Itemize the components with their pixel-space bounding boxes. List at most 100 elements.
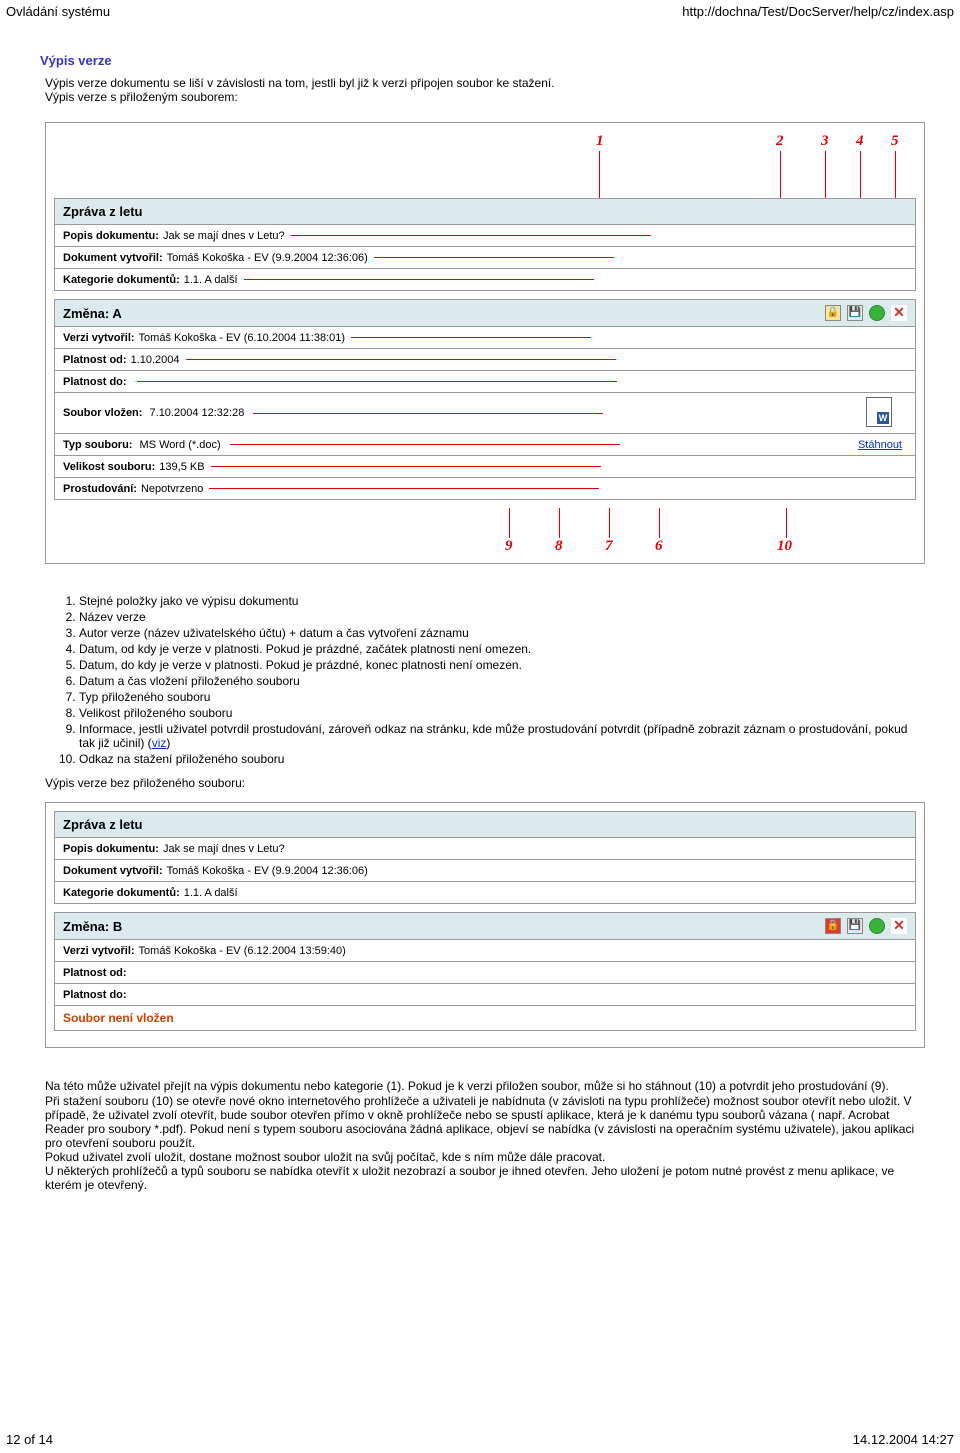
callout-number: 6 <box>655 538 663 555</box>
row-label: Dokument vytvořil: <box>63 865 163 877</box>
doc-card: Zpráva z letu Popis dokumentu: Jak se ma… <box>54 811 916 904</box>
download-block: W <box>866 397 892 429</box>
between-text: Výpis verze bez přiloženého souboru: <box>45 776 925 790</box>
doc-title-text: Zpráva z letu <box>63 204 142 219</box>
callout-hline <box>137 381 617 382</box>
row-value: Tomáš Kokoška - EV (9.9.2004 12:36:06) <box>167 252 368 264</box>
delete-icon[interactable]: ✕ <box>891 305 907 321</box>
content: Výpis verze Výpis verze dokumentu se liš… <box>0 23 960 1202</box>
callout-hline <box>374 257 614 258</box>
row-value: Tomáš Kokoška - EV (9.9.2004 12:36:06) <box>167 865 368 877</box>
row-label: Platnost od: <box>63 967 127 979</box>
callout-number: 5 <box>891 133 899 150</box>
delete-icon[interactable]: ✕ <box>891 918 907 934</box>
doc-row: Kategorie dokumentů: 1.1. A další <box>55 881 915 903</box>
callout-hline <box>351 337 591 338</box>
ver-row: Platnost od: <box>55 961 915 983</box>
row-label: Popis dokumentu: <box>63 843 159 855</box>
legend-item: Autor verze (název uživatelského účtu) +… <box>79 626 925 640</box>
legend-item: Odkaz na stažení přiloženého souboru <box>79 752 925 766</box>
row-label: Platnost od: <box>63 354 127 366</box>
diagram-without-file: Zpráva z letu Popis dokumentu: Jak se ma… <box>45 802 925 1048</box>
callout-number: 10 <box>777 538 792 555</box>
lock-icon[interactable]: 🔒 <box>825 305 841 321</box>
doc-row: Dokument vytvořil: Tomáš Kokoška - EV (9… <box>55 859 915 881</box>
row-value: Jak se mají dnes v Letu? <box>163 230 285 242</box>
doc-card: Zpráva z letu Popis dokumentu: Jak se ma… <box>54 198 916 291</box>
page-footer: 12 of 14 14.12.2004 14:27 <box>0 1382 960 1453</box>
row-label: Platnost do: <box>63 989 127 1001</box>
row-value: 1.10.2004 <box>131 354 180 366</box>
row-label: Typ souboru: <box>63 439 132 451</box>
intro-block: Výpis verze dokumentu se liší v závislos… <box>45 76 925 104</box>
ver-row: Platnost do: <box>55 983 915 1005</box>
version-title: Změna: B <box>63 919 122 934</box>
ver-row: Typ souboru: MS Word (*.doc) Stáhnout <box>55 433 915 455</box>
callout-hline <box>253 413 603 414</box>
callouts-bottom: 9 8 7 6 10 <box>46 508 924 563</box>
doc-row: Dokument vytvořil: Tomáš Kokoška - EV (9… <box>55 246 915 268</box>
version-icons: 🔒 💾 ✕ <box>825 305 907 321</box>
callout-hline <box>291 235 651 236</box>
callout-line <box>659 508 660 538</box>
intro-line: Výpis verze s přiloženým souborem: <box>45 90 925 104</box>
row-value: Nepotvrzeno <box>141 483 203 495</box>
legend-item: Datum, od kdy je verze v platnosti. Poku… <box>79 642 925 656</box>
legend-item: Typ přiloženého souboru <box>79 690 925 704</box>
paragraph: Na této může uživatel přejít na výpis do… <box>45 1078 925 1094</box>
ver-row: Prostudování: Nepotvrzeno <box>55 477 915 499</box>
callout-hline <box>244 279 594 280</box>
ver-row: Verzi vytvořil: Tomáš Kokoška - EV (6.12… <box>55 939 915 961</box>
row-label: Prostudování: <box>63 483 137 495</box>
doc-card-title: Zpráva z letu <box>55 199 915 224</box>
row-label: Dokument vytvořil: <box>63 252 163 264</box>
row-label: Velikost souboru: <box>63 461 155 473</box>
version-icons: 🔒 💾 ✕ <box>825 918 907 934</box>
callout-line <box>609 508 610 538</box>
callout-number: 3 <box>821 133 829 150</box>
doc-row: Popis dokumentu: Jak se mají dnes v Letu… <box>55 224 915 246</box>
version-card-header: Změna: B 🔒 💾 ✕ <box>55 913 915 939</box>
ver-row: Velikost souboru: 139,5 KB <box>55 455 915 477</box>
no-file-row: Soubor není vložen <box>55 1005 915 1030</box>
callout-number: 9 <box>505 538 513 555</box>
callout-number: 2 <box>776 133 784 150</box>
callout-line <box>509 508 510 538</box>
diagram-with-file: 1 2 3 4 5 Zpráva z letu Popis dokumentu:… <box>45 122 925 564</box>
row-label: Verzi vytvořil: <box>63 945 135 957</box>
download-link[interactable]: Stáhnout <box>858 439 902 451</box>
version-card: Změna: A 🔒 💾 ✕ Verzi vytvořil: Tomáš Kok… <box>54 299 916 500</box>
callout-number: 1 <box>596 133 604 150</box>
paragraph: U některých prohlížečů a typů souboru se… <box>45 1164 925 1192</box>
row-value: MS Word (*.doc) <box>140 439 221 451</box>
callout-number: 7 <box>605 538 613 555</box>
callout-line <box>895 151 896 198</box>
row-label: Popis dokumentu: <box>63 230 159 242</box>
doc-row: Popis dokumentu: Jak se mají dnes v Letu… <box>55 837 915 859</box>
ok-icon[interactable] <box>869 305 885 321</box>
intro-line: Výpis verze dokumentu se liší v závislos… <box>45 76 925 90</box>
version-card: Změna: B 🔒 💾 ✕ Verzi vytvořil: Tomáš Kok… <box>54 912 916 1031</box>
row-label: Kategorie dokumentů: <box>63 887 180 899</box>
row-value: 1.1. A další <box>184 274 238 286</box>
save-icon[interactable]: 💾 <box>847 305 863 321</box>
legend-item: Velikost přiloženého souboru <box>79 706 925 720</box>
callout-line <box>559 508 560 538</box>
legend-item: Stejné položky jako ve výpisu dokumentu <box>79 594 925 608</box>
callout-line <box>786 508 787 538</box>
doc-row: Kategorie dokumentů: 1.1. A další <box>55 268 915 290</box>
file-icon: W <box>866 397 892 427</box>
lock-icon[interactable]: 🔒 <box>825 918 841 934</box>
row-label: Verzi vytvořil: <box>63 332 135 344</box>
callout-line <box>860 151 861 198</box>
legend-list: Stejné položky jako ve výpisu dokumentu … <box>45 594 925 766</box>
legend-link[interactable]: viz <box>152 736 167 750</box>
footer-right: 14.12.2004 14:27 <box>853 1432 954 1447</box>
legend-item-text: Informace, jestli uživatel potvrdil pros… <box>79 722 907 750</box>
doc-card-title: Zpráva z letu <box>55 812 915 837</box>
paragraph: Pokud uživatel zvolí uložit, dostane mož… <box>45 1150 925 1164</box>
section-title: Výpis verze <box>40 53 925 68</box>
save-disabled-icon[interactable]: 💾 <box>847 918 863 934</box>
legend-item: Datum, do kdy je verze v platnosti. Poku… <box>79 658 925 672</box>
ok-icon[interactable] <box>869 918 885 934</box>
